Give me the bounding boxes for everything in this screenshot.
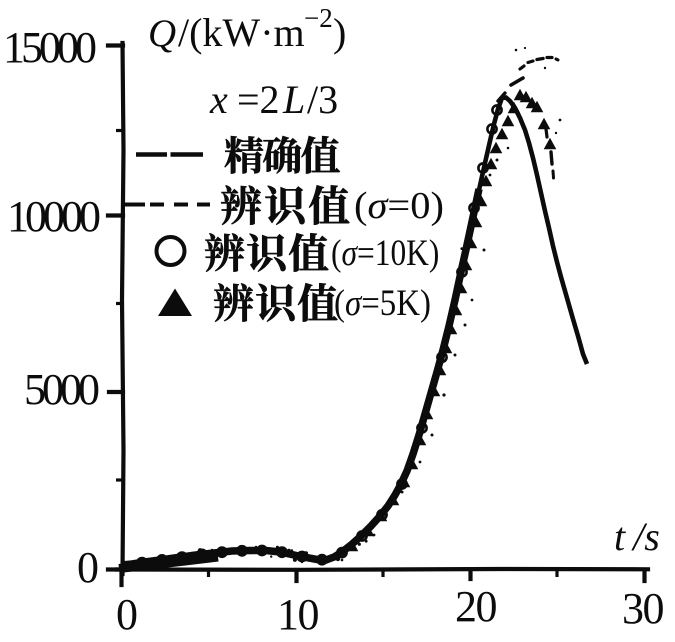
svg-text:30: 30 — [622, 584, 664, 633]
svg-text:15000: 15000 — [3, 23, 96, 72]
svg-text:10: 10 — [277, 590, 319, 639]
svg-text:L: L — [282, 77, 305, 122]
svg-text:): ) — [333, 10, 346, 55]
svg-text:(σ=10K): (σ=10K) — [331, 233, 439, 274]
svg-text:(σ=0): (σ=0) — [354, 185, 444, 227]
svg-text:(σ=5K): (σ=5K) — [334, 282, 431, 323]
svg-text:Q: Q — [148, 12, 176, 55]
svg-text:/3: /3 — [307, 77, 338, 122]
svg-text:=2: =2 — [237, 77, 280, 122]
svg-text:5000: 5000 — [24, 365, 99, 414]
svg-text:t /s: t /s — [614, 514, 660, 559]
svg-text:−2: −2 — [304, 3, 333, 33]
svg-text:0: 0 — [77, 543, 98, 592]
svg-text:20: 20 — [455, 582, 497, 631]
svg-text:/(kW·m: /(kW·m — [178, 10, 305, 55]
svg-text:x: x — [209, 77, 228, 122]
svg-text:10000: 10000 — [7, 192, 100, 241]
svg-text:0: 0 — [116, 590, 137, 639]
